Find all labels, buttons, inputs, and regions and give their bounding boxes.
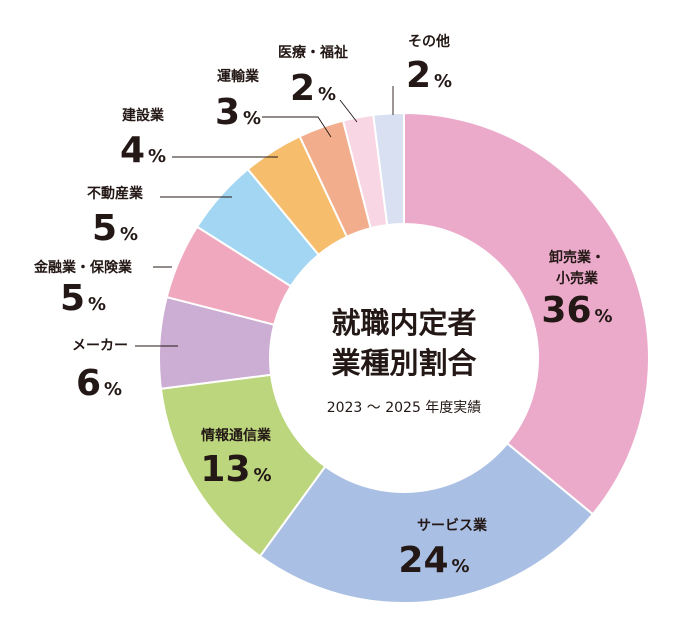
chart-title-line-2: 業種別割合 (331, 346, 476, 380)
value-unit-3: % (104, 379, 122, 400)
value-label-8: 2% (290, 68, 336, 109)
chart-subtitle: 2023 ～ 2025 年度実績 (327, 400, 482, 416)
leader-line-8 (339, 99, 358, 123)
value-label-0: 36% (541, 290, 612, 331)
value-unit-5: % (120, 224, 138, 245)
category-label-4: 金融業・保険業 (33, 259, 133, 276)
category-label-0-line-0: 卸売業・ (549, 249, 605, 266)
value-unit-8: % (318, 84, 336, 105)
value-unit-1: % (452, 556, 470, 577)
leader-line-7 (262, 116, 332, 138)
slice-0 (403, 111, 650, 516)
value-unit-7: % (243, 108, 261, 129)
category-label-7: 運輸業 (217, 68, 260, 85)
category-label-3: メーカー (72, 338, 128, 354)
value-unit-4: % (88, 294, 106, 315)
category-label-2: 情報通信業 (201, 427, 272, 444)
value-label-6: 4% (120, 130, 166, 171)
value-label-9: 2% (406, 55, 452, 96)
category-label-0-line-1: 小売業 (556, 270, 599, 287)
category-label-1: サービス業 (417, 517, 488, 534)
value-label-3: 6% (76, 363, 122, 404)
value-label-4: 5% (60, 278, 106, 319)
value-unit-2: % (254, 465, 272, 486)
value-label-7: 3% (215, 92, 261, 133)
value-unit-9: % (434, 71, 452, 92)
value-unit-0: % (595, 306, 613, 327)
slice-1 (258, 442, 595, 605)
slice-9 (372, 111, 405, 227)
slices-group (158, 111, 650, 605)
category-label-9: その他 (408, 33, 450, 50)
value-label-5: 5% (92, 208, 138, 249)
chart-title-line-1: 就職内定者 (331, 306, 476, 340)
value-unit-6: % (148, 146, 166, 167)
category-label-5: 不動産業 (87, 185, 144, 202)
category-label-6: 建設業 (122, 107, 165, 124)
category-label-8: 医療・福祉 (278, 44, 348, 61)
